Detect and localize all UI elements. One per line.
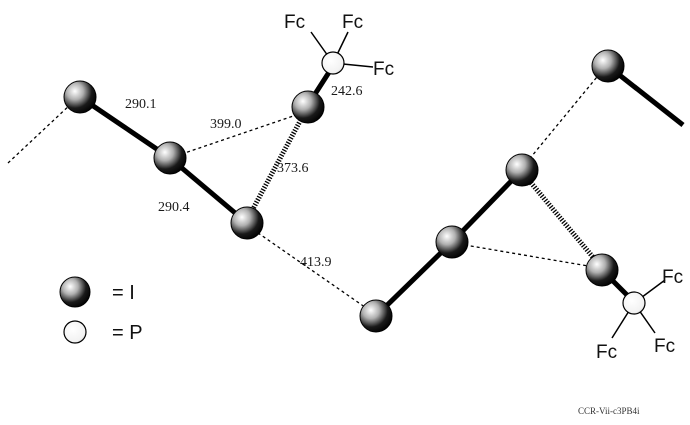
legend: = I = P <box>59 276 143 344</box>
iodine-atom <box>505 153 539 187</box>
fc-label: Fc <box>284 12 305 33</box>
bond-right-1 <box>374 240 454 318</box>
dative-contacts <box>244 108 604 270</box>
long-contacts <box>7 65 607 313</box>
fc-labels: Fc Fc Fc Fc Fc Fc <box>284 12 683 363</box>
fc-label: Fc <box>373 59 394 80</box>
fc-label: Fc <box>654 336 675 357</box>
contact-413 <box>247 225 373 313</box>
bond-right-2 <box>450 168 524 244</box>
distance-label: 399.0 <box>210 117 242 132</box>
iodine-atom <box>63 80 97 114</box>
bond-290-4 <box>168 156 249 225</box>
iodine-atom <box>591 49 625 83</box>
figure-caption: CCR-Vii-c3PB4i <box>578 406 640 416</box>
legend-phosphorus-label: = P <box>112 322 143 344</box>
distance-labels: 290.1 399.0 242.6 373.6 290.4 413.9 <box>125 84 363 270</box>
contact-373 <box>244 108 309 222</box>
contact-right-upper <box>521 65 607 169</box>
iodine-atom <box>153 141 187 175</box>
phosphorus-atoms <box>321 51 646 315</box>
iodine-atom <box>585 253 619 287</box>
iodine-atom <box>230 206 264 240</box>
distance-label: 290.1 <box>125 97 157 112</box>
distance-label: 413.9 <box>300 255 332 270</box>
distance-label: 242.6 <box>331 84 363 99</box>
contact-right-lower <box>452 242 601 269</box>
fc-label: Fc <box>662 267 683 288</box>
legend-phosphorus-icon <box>63 320 87 344</box>
legend-iodine-label: = I <box>112 282 135 304</box>
iodine-atom <box>435 225 469 259</box>
fc-label: Fc <box>342 12 363 33</box>
fc-label: Fc <box>596 342 617 363</box>
phosphorus-atom <box>321 51 345 75</box>
contact-right-hatched <box>520 170 604 270</box>
distance-label: 290.4 <box>158 200 190 215</box>
iodine-atom <box>291 90 325 124</box>
iodine-atoms <box>63 49 625 333</box>
phosphorus-atom <box>622 291 646 315</box>
contact-left-edge <box>7 102 73 164</box>
bond-290-1 <box>78 94 172 161</box>
legend-iodine-icon <box>59 276 91 308</box>
iodine-atom <box>359 299 393 333</box>
distance-label: 373.6 <box>277 161 309 176</box>
